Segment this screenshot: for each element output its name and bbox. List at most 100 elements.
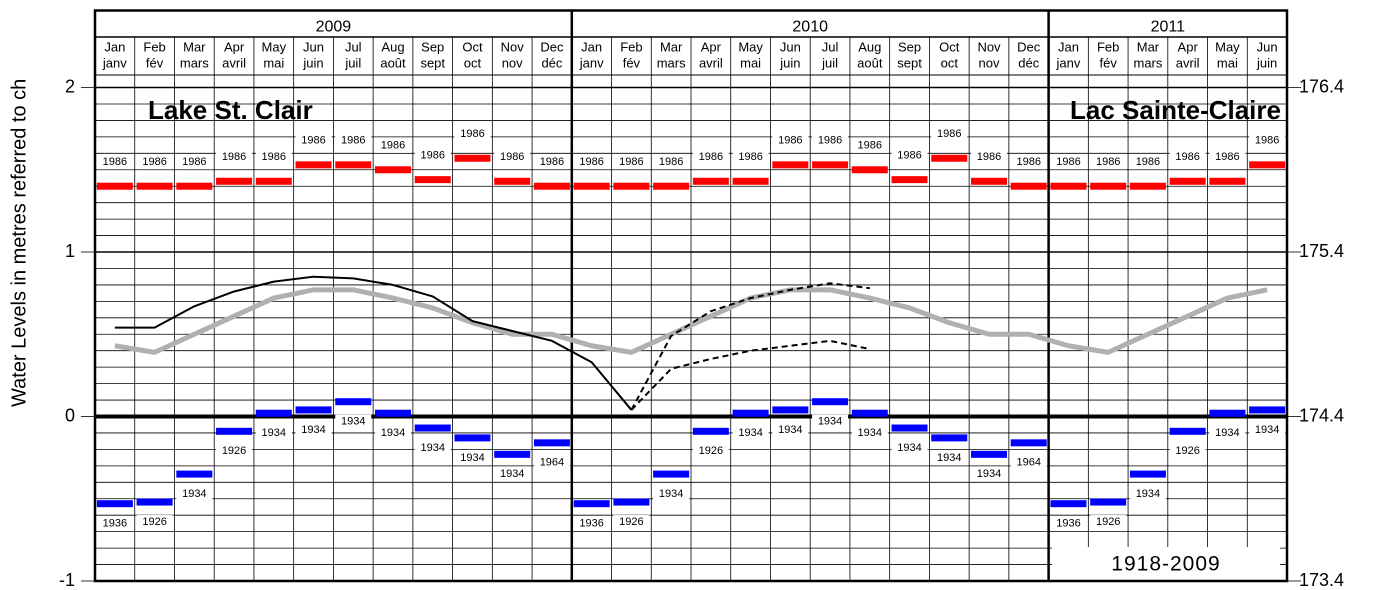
month-label: Jan	[1058, 39, 1079, 54]
record-year-bg	[653, 155, 690, 170]
month-label: Dec	[1017, 39, 1041, 54]
record-year: 1986	[1056, 156, 1080, 168]
month-label: Sep	[898, 39, 921, 54]
record-year: 1934	[500, 468, 524, 480]
record-bar	[295, 406, 332, 414]
month-label-fr: janv	[579, 55, 604, 70]
record-year-bg	[176, 155, 213, 170]
record-bar	[375, 409, 411, 417]
month-label-fr: mars	[657, 55, 686, 70]
y-axis-label: Water Levels in metres referred to ch	[8, 79, 30, 407]
record-year: 1986	[977, 151, 1001, 163]
record-bar	[255, 409, 292, 417]
record-year-bg	[931, 450, 968, 465]
record-year: 1986	[1215, 151, 1239, 163]
record-year-bg	[414, 148, 451, 163]
month-label: Mar	[660, 39, 683, 54]
month-label-fr: janv	[1056, 55, 1081, 70]
record-bar	[772, 161, 809, 169]
record-year-bg	[454, 450, 491, 465]
record-year: 1934	[818, 416, 842, 428]
month-label: Sep	[421, 39, 444, 54]
y-tick-label: 0	[65, 405, 75, 425]
record-year: 1986	[1136, 156, 1160, 168]
level-line	[114, 275, 633, 411]
record-year: 1986	[818, 135, 842, 147]
month-label-fr: nov	[979, 55, 1000, 70]
record-bar	[1169, 177, 1206, 185]
record-year: 1986	[182, 156, 206, 168]
record-year-bg	[1090, 155, 1127, 170]
record-year: 1986	[858, 140, 882, 152]
record-bar	[692, 177, 729, 185]
record-year-bg	[414, 441, 451, 456]
record-year: 1986	[937, 128, 961, 140]
record-bar	[1129, 470, 1166, 478]
record-bar	[533, 182, 570, 190]
record-year-bg	[891, 441, 928, 456]
month-label: Jan	[104, 39, 125, 54]
record-year: 1934	[659, 488, 683, 500]
period-box	[1052, 547, 1280, 580]
record-year: 1986	[301, 135, 325, 147]
record-bar	[136, 182, 173, 190]
record-bar	[1090, 182, 1127, 190]
month-label-fr: août	[380, 55, 406, 70]
y-tick-label: 1	[65, 241, 75, 261]
record-year-bg	[891, 148, 928, 163]
month-label: Nov	[501, 39, 525, 54]
record-year: 1986	[699, 151, 723, 163]
year-label: 2011	[1151, 18, 1186, 35]
record-year-bg	[176, 487, 213, 502]
record-year: 1986	[381, 140, 405, 152]
month-label-fr: mars	[180, 55, 209, 70]
record-year-bg	[216, 444, 253, 459]
record-bar	[414, 176, 451, 184]
record-year: 1986	[103, 156, 127, 168]
record-bar	[1010, 182, 1047, 190]
record-year-bg	[96, 155, 133, 170]
month-label: May	[262, 39, 287, 54]
record-bar	[1050, 500, 1087, 508]
record-bar	[454, 434, 491, 442]
month-label-fr: fév	[146, 55, 164, 70]
record-year-bg	[1209, 426, 1246, 441]
record-bar	[772, 406, 809, 414]
record-year: 1934	[937, 452, 961, 464]
record-year-bg	[692, 444, 729, 459]
record-year-bg	[1050, 155, 1087, 170]
record-year: 1986	[659, 156, 683, 168]
record-year-bg	[1249, 133, 1286, 148]
record-year-bg	[732, 426, 769, 441]
record-year: 1934	[262, 427, 286, 439]
record-year: 1926	[1175, 445, 1199, 457]
record-year-bg	[216, 150, 253, 165]
record-bar	[494, 450, 531, 458]
record-year: 1934	[858, 427, 882, 439]
record-year-bg	[573, 516, 610, 531]
month-label: Apr	[1178, 39, 1199, 54]
record-bar	[1129, 182, 1166, 190]
record-year-bg	[1129, 155, 1166, 170]
record-year: 1934	[897, 442, 921, 454]
record-year-bg	[613, 155, 650, 170]
record-bar	[414, 424, 451, 432]
record-year-bg	[1249, 422, 1286, 437]
record-bar	[812, 161, 849, 169]
month-label-fr: janv	[102, 55, 127, 70]
level-line	[630, 282, 870, 411]
record-bar	[176, 182, 213, 190]
month-label-fr: mars	[1133, 55, 1162, 70]
record-year-bg	[494, 150, 531, 165]
month-label-fr: juil	[344, 55, 361, 70]
month-label-fr: mai	[263, 55, 284, 70]
record-year-bg	[851, 138, 888, 153]
month-label: Apr	[701, 39, 722, 54]
record-year: 1964	[540, 457, 564, 469]
record-bar	[1209, 409, 1246, 417]
record-bar	[255, 177, 292, 185]
record-year-bg	[255, 426, 292, 441]
record-year: 1934	[381, 427, 405, 439]
record-year-bg	[1129, 487, 1166, 502]
